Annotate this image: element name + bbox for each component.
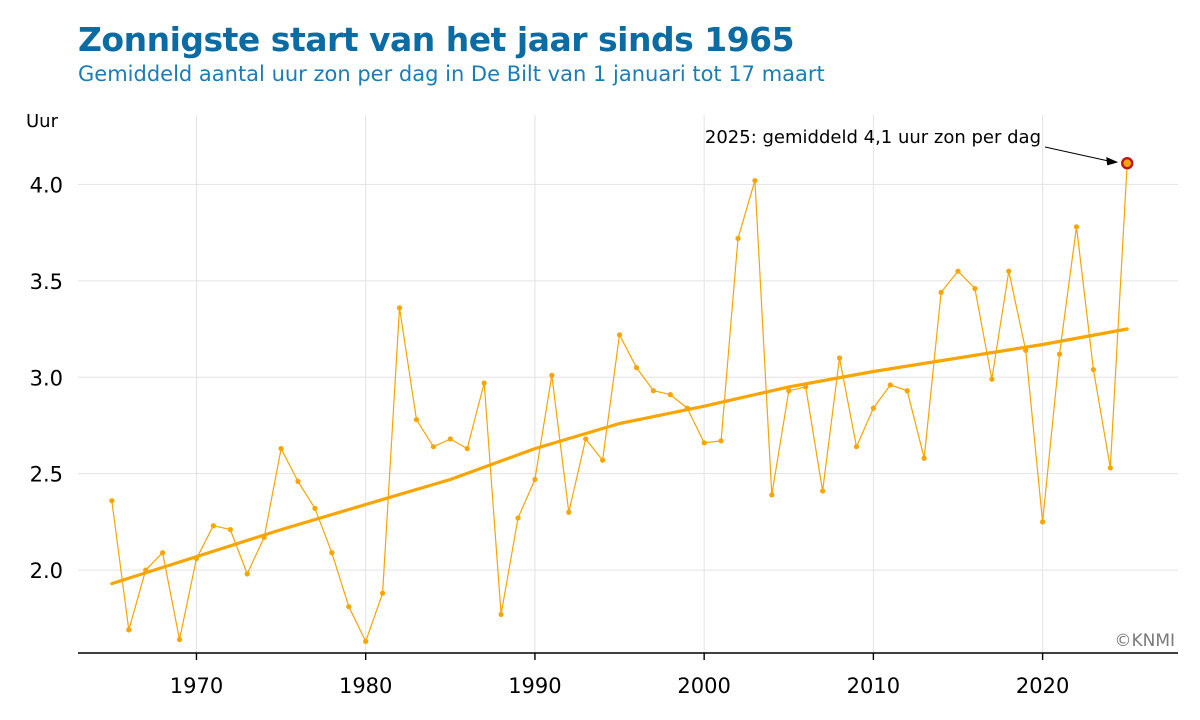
data-point xyxy=(566,509,572,515)
credit-label: ©KNMI xyxy=(1114,631,1175,651)
data-point xyxy=(752,177,758,184)
data-point xyxy=(1023,347,1029,353)
x-tick-label: 1990 xyxy=(508,674,561,698)
y-tick-label: 2.0 xyxy=(30,559,63,583)
data-point xyxy=(972,285,978,292)
x-tick-label: 2020 xyxy=(1016,674,1069,698)
grid-lines xyxy=(78,115,1178,653)
trend-series xyxy=(110,327,1129,586)
yearly-series xyxy=(109,157,1134,645)
y-axis-label: Uur xyxy=(26,111,59,132)
data-point xyxy=(989,376,995,382)
data-point xyxy=(464,445,470,452)
chart-title: Zonnigste start van het jaar sinds 1965 xyxy=(78,20,795,59)
x-tick-label: 1980 xyxy=(339,674,392,698)
data-point xyxy=(447,436,453,442)
data-point xyxy=(735,235,741,242)
annotation-label: 2025: gemiddeld 4,1 uur zon per dag xyxy=(705,127,1041,148)
data-point xyxy=(1107,465,1113,471)
data-point xyxy=(1090,366,1096,373)
data-point xyxy=(853,444,860,450)
data-point xyxy=(210,523,216,529)
annotation-arrow-line xyxy=(1044,146,1111,162)
chart-subtitle: Gemiddeld aantal uur zon per dag in De B… xyxy=(78,62,825,86)
highlight-point xyxy=(1121,157,1134,170)
data-point xyxy=(329,550,335,556)
data-point xyxy=(227,526,233,533)
data-point xyxy=(600,457,606,463)
data-point xyxy=(786,388,792,394)
data-point xyxy=(430,444,436,450)
data-point xyxy=(346,604,352,610)
data-point xyxy=(769,492,775,498)
data-point xyxy=(481,380,487,386)
data-point xyxy=(684,405,690,411)
x-tick-label: 1970 xyxy=(170,674,223,698)
data-point xyxy=(193,555,200,562)
data-point xyxy=(633,365,640,371)
data-point xyxy=(820,488,826,494)
data-point xyxy=(126,627,132,633)
data-point xyxy=(667,392,673,398)
data-point xyxy=(176,636,183,643)
data-point xyxy=(363,638,369,645)
data-point xyxy=(109,498,115,504)
data-point xyxy=(312,505,318,511)
data-point xyxy=(803,384,809,390)
data-point xyxy=(583,436,589,442)
x-tick-label: 2010 xyxy=(847,674,900,698)
data-point xyxy=(244,571,250,577)
data-point xyxy=(718,438,724,444)
y-tick-label: 2.5 xyxy=(30,463,63,487)
data-point xyxy=(938,289,944,296)
data-point xyxy=(396,305,403,311)
data-point xyxy=(295,478,301,484)
data-point xyxy=(261,534,267,540)
data-point xyxy=(1073,224,1080,230)
data-point xyxy=(701,440,707,446)
y-tick-label: 3.0 xyxy=(30,366,63,390)
data-point xyxy=(1056,351,1063,357)
data-point xyxy=(1040,519,1046,525)
data-point xyxy=(380,590,386,596)
axes: 1970 1980 1990 2000 2010 2020 2.0 2.5 3.0 3.5 4.0 xyxy=(30,173,1178,698)
x-tick-label: 2000 xyxy=(677,674,730,698)
data-point xyxy=(532,476,538,483)
data-point xyxy=(870,405,876,411)
data-point xyxy=(1006,268,1012,274)
data-point xyxy=(650,388,656,394)
annotation-layer: 2025: gemiddeld 4,1 uur zon per dag xyxy=(705,127,1119,166)
data-point xyxy=(143,567,149,573)
data-point xyxy=(887,382,893,388)
data-point xyxy=(498,611,504,618)
data-point xyxy=(160,550,166,556)
data-point xyxy=(904,388,910,394)
data-point xyxy=(616,332,623,338)
data-point xyxy=(549,372,555,378)
data-point xyxy=(921,455,927,461)
data-point xyxy=(413,417,420,423)
annotation-arrowhead xyxy=(1106,157,1119,166)
trend-line xyxy=(110,327,1129,586)
y-tick-label: 4.0 xyxy=(30,173,63,197)
data-point xyxy=(515,515,521,521)
data-point xyxy=(955,268,961,274)
y-tick-label: 3.5 xyxy=(30,270,63,294)
data-point xyxy=(836,355,843,361)
data-point xyxy=(278,445,284,452)
